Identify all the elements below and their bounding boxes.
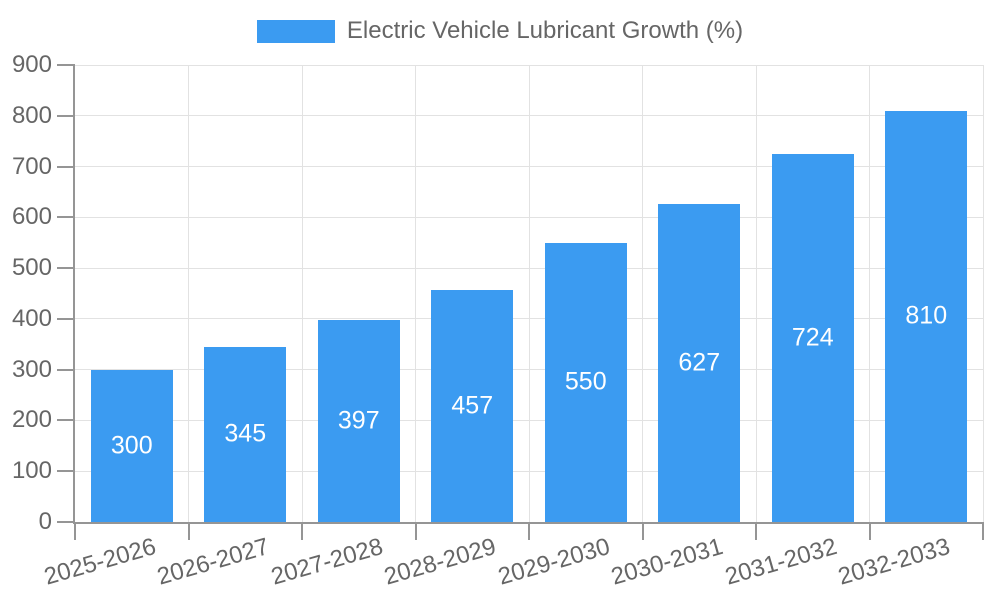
y-tick-label: 500 bbox=[11, 254, 52, 282]
x-tick-mark bbox=[528, 522, 530, 540]
x-tick-mark bbox=[641, 522, 644, 540]
y-tick-label: 400 bbox=[11, 304, 52, 332]
chart-legend[interactable]: Electric Vehicle Lubricant Growth (%) bbox=[0, 17, 1000, 45]
x-tick-mark bbox=[74, 522, 76, 540]
y-tick-mark bbox=[57, 317, 75, 320]
bar[interactable] bbox=[658, 203, 741, 522]
gridline-v bbox=[642, 65, 643, 522]
y-tick-label: 700 bbox=[11, 152, 52, 180]
gridline-v bbox=[982, 65, 984, 522]
x-tick-label: 2028-2029 bbox=[381, 533, 500, 591]
y-tick-label: 800 bbox=[11, 101, 52, 129]
y-tick-mark bbox=[57, 368, 75, 371]
bar[interactable] bbox=[771, 154, 854, 522]
legend-label: Electric Vehicle Lubricant Growth (%) bbox=[346, 17, 744, 44]
y-tick-mark bbox=[57, 521, 75, 523]
gridline-v bbox=[869, 65, 870, 522]
x-tick-mark bbox=[868, 522, 871, 540]
y-tick-label: 300 bbox=[11, 355, 52, 383]
y-tick-mark bbox=[57, 64, 75, 66]
bar[interactable] bbox=[885, 110, 968, 522]
x-tick-label: 2026-2027 bbox=[154, 533, 273, 591]
x-tick-label: 2029-2030 bbox=[495, 533, 613, 591]
x-tick-mark bbox=[414, 522, 417, 540]
y-tick-mark bbox=[57, 267, 75, 270]
x-tick-mark bbox=[301, 522, 303, 540]
x-tick-label: 2031-2032 bbox=[722, 533, 840, 591]
gridline-v bbox=[301, 65, 303, 522]
gridline-v bbox=[755, 65, 757, 522]
x-tick-mark bbox=[982, 522, 984, 540]
gridline-v bbox=[415, 65, 416, 522]
y-tick-mark bbox=[57, 216, 75, 219]
bar[interactable] bbox=[204, 346, 287, 522]
y-tick-mark bbox=[57, 165, 75, 168]
bar[interactable] bbox=[90, 369, 173, 522]
y-tick-label: 200 bbox=[11, 406, 52, 434]
x-tick-mark bbox=[755, 522, 757, 540]
gridline-v bbox=[528, 65, 530, 522]
bar[interactable] bbox=[544, 242, 627, 522]
x-tick-label: 2027-2028 bbox=[268, 533, 386, 591]
y-tick-label: 600 bbox=[11, 203, 52, 231]
y-tick-label: 100 bbox=[11, 457, 52, 485]
legend-swatch bbox=[256, 19, 335, 43]
x-tick-label: 2032-2033 bbox=[835, 533, 954, 591]
y-tick-mark bbox=[57, 114, 75, 117]
y-tick-label: 900 bbox=[11, 51, 52, 78]
x-tick-mark bbox=[187, 522, 190, 540]
x-tick-label: 2025-2026 bbox=[41, 533, 159, 591]
bar[interactable] bbox=[431, 289, 514, 522]
y-tick-label: 0 bbox=[38, 508, 52, 535]
gridline-v bbox=[188, 65, 189, 522]
bar[interactable] bbox=[317, 320, 400, 522]
y-tick-mark bbox=[57, 470, 75, 473]
x-tick-label: 2030-2031 bbox=[608, 533, 727, 591]
y-tick-mark bbox=[57, 419, 75, 422]
